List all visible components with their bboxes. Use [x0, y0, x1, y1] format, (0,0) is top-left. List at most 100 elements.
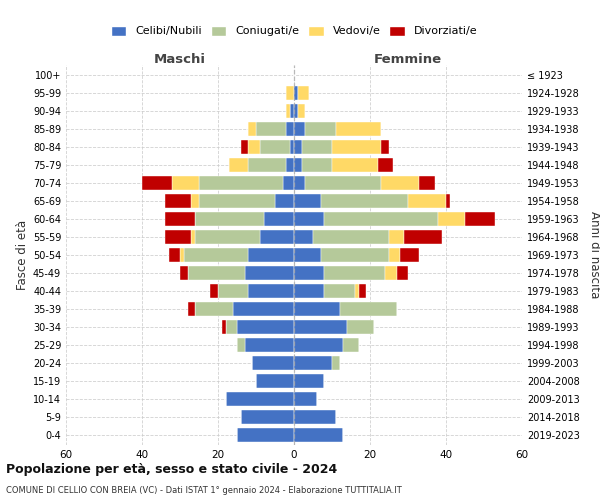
- Bar: [294, 410, 336, 424]
- Bar: [320, 194, 408, 208]
- Bar: [332, 140, 382, 154]
- Bar: [294, 266, 325, 280]
- Bar: [180, 248, 184, 262]
- Bar: [294, 104, 298, 118]
- Bar: [195, 302, 233, 316]
- Bar: [260, 140, 290, 154]
- Bar: [199, 194, 275, 208]
- Bar: [294, 212, 325, 226]
- Bar: [294, 248, 320, 262]
- Bar: [389, 248, 400, 262]
- Bar: [165, 230, 191, 244]
- Bar: [389, 230, 404, 244]
- Bar: [294, 392, 317, 406]
- Bar: [294, 320, 347, 334]
- Bar: [248, 248, 294, 262]
- Bar: [245, 338, 294, 352]
- Bar: [199, 176, 283, 190]
- Text: COMUNE DI CELLIO CON BREIA (VC) - Dati ISTAT 1° gennaio 2024 - Elaborazione TUTT: COMUNE DI CELLIO CON BREIA (VC) - Dati I…: [6, 486, 402, 495]
- Bar: [195, 212, 263, 226]
- Bar: [359, 284, 366, 298]
- Y-axis label: Fasce di età: Fasce di età: [16, 220, 29, 290]
- Bar: [294, 122, 305, 136]
- Bar: [218, 284, 248, 298]
- Bar: [298, 104, 305, 118]
- Bar: [226, 320, 237, 334]
- Y-axis label: Anni di nascita: Anni di nascita: [588, 212, 600, 298]
- Bar: [286, 158, 294, 172]
- Bar: [325, 266, 385, 280]
- Legend: Celibi/Nubili, Coniugati/e, Vedovi/e, Divorziati/e: Celibi/Nubili, Coniugati/e, Vedovi/e, Di…: [106, 21, 482, 41]
- Bar: [294, 356, 332, 370]
- Bar: [302, 158, 332, 172]
- Bar: [165, 194, 191, 208]
- Bar: [294, 284, 325, 298]
- Bar: [294, 338, 343, 352]
- Bar: [294, 140, 302, 154]
- Bar: [294, 374, 325, 388]
- Bar: [188, 302, 195, 316]
- Bar: [382, 176, 419, 190]
- Bar: [180, 266, 188, 280]
- Bar: [325, 284, 355, 298]
- Bar: [283, 176, 294, 190]
- Bar: [305, 176, 382, 190]
- Bar: [241, 410, 294, 424]
- Bar: [294, 86, 298, 100]
- Bar: [248, 284, 294, 298]
- Bar: [256, 374, 294, 388]
- Bar: [336, 122, 382, 136]
- Bar: [191, 194, 199, 208]
- Bar: [397, 266, 408, 280]
- Bar: [286, 104, 290, 118]
- Bar: [286, 86, 294, 100]
- Bar: [237, 320, 294, 334]
- Bar: [294, 194, 320, 208]
- Bar: [313, 230, 389, 244]
- Bar: [172, 176, 199, 190]
- Bar: [237, 428, 294, 442]
- Bar: [286, 122, 294, 136]
- Bar: [347, 320, 374, 334]
- Bar: [211, 284, 218, 298]
- Bar: [332, 158, 377, 172]
- Bar: [169, 248, 180, 262]
- Bar: [382, 140, 389, 154]
- Bar: [233, 302, 294, 316]
- Bar: [226, 392, 294, 406]
- Bar: [400, 248, 419, 262]
- Text: Femmine: Femmine: [374, 53, 442, 66]
- Bar: [188, 266, 245, 280]
- Text: Maschi: Maschi: [154, 53, 206, 66]
- Bar: [275, 194, 294, 208]
- Bar: [294, 302, 340, 316]
- Bar: [302, 140, 332, 154]
- Bar: [184, 248, 248, 262]
- Bar: [325, 212, 439, 226]
- Bar: [439, 212, 465, 226]
- Bar: [252, 356, 294, 370]
- Bar: [256, 122, 286, 136]
- Bar: [290, 104, 294, 118]
- Bar: [229, 158, 248, 172]
- Bar: [294, 428, 343, 442]
- Bar: [260, 230, 294, 244]
- Bar: [222, 320, 226, 334]
- Bar: [404, 230, 442, 244]
- Bar: [142, 176, 172, 190]
- Bar: [263, 212, 294, 226]
- Text: Popolazione per età, sesso e stato civile - 2024: Popolazione per età, sesso e stato civil…: [6, 462, 337, 475]
- Bar: [446, 194, 450, 208]
- Bar: [248, 140, 260, 154]
- Bar: [248, 158, 286, 172]
- Bar: [195, 230, 260, 244]
- Bar: [165, 212, 195, 226]
- Bar: [241, 140, 248, 154]
- Bar: [320, 248, 389, 262]
- Bar: [294, 176, 305, 190]
- Bar: [191, 230, 195, 244]
- Bar: [305, 122, 336, 136]
- Bar: [245, 266, 294, 280]
- Bar: [355, 284, 359, 298]
- Bar: [294, 158, 302, 172]
